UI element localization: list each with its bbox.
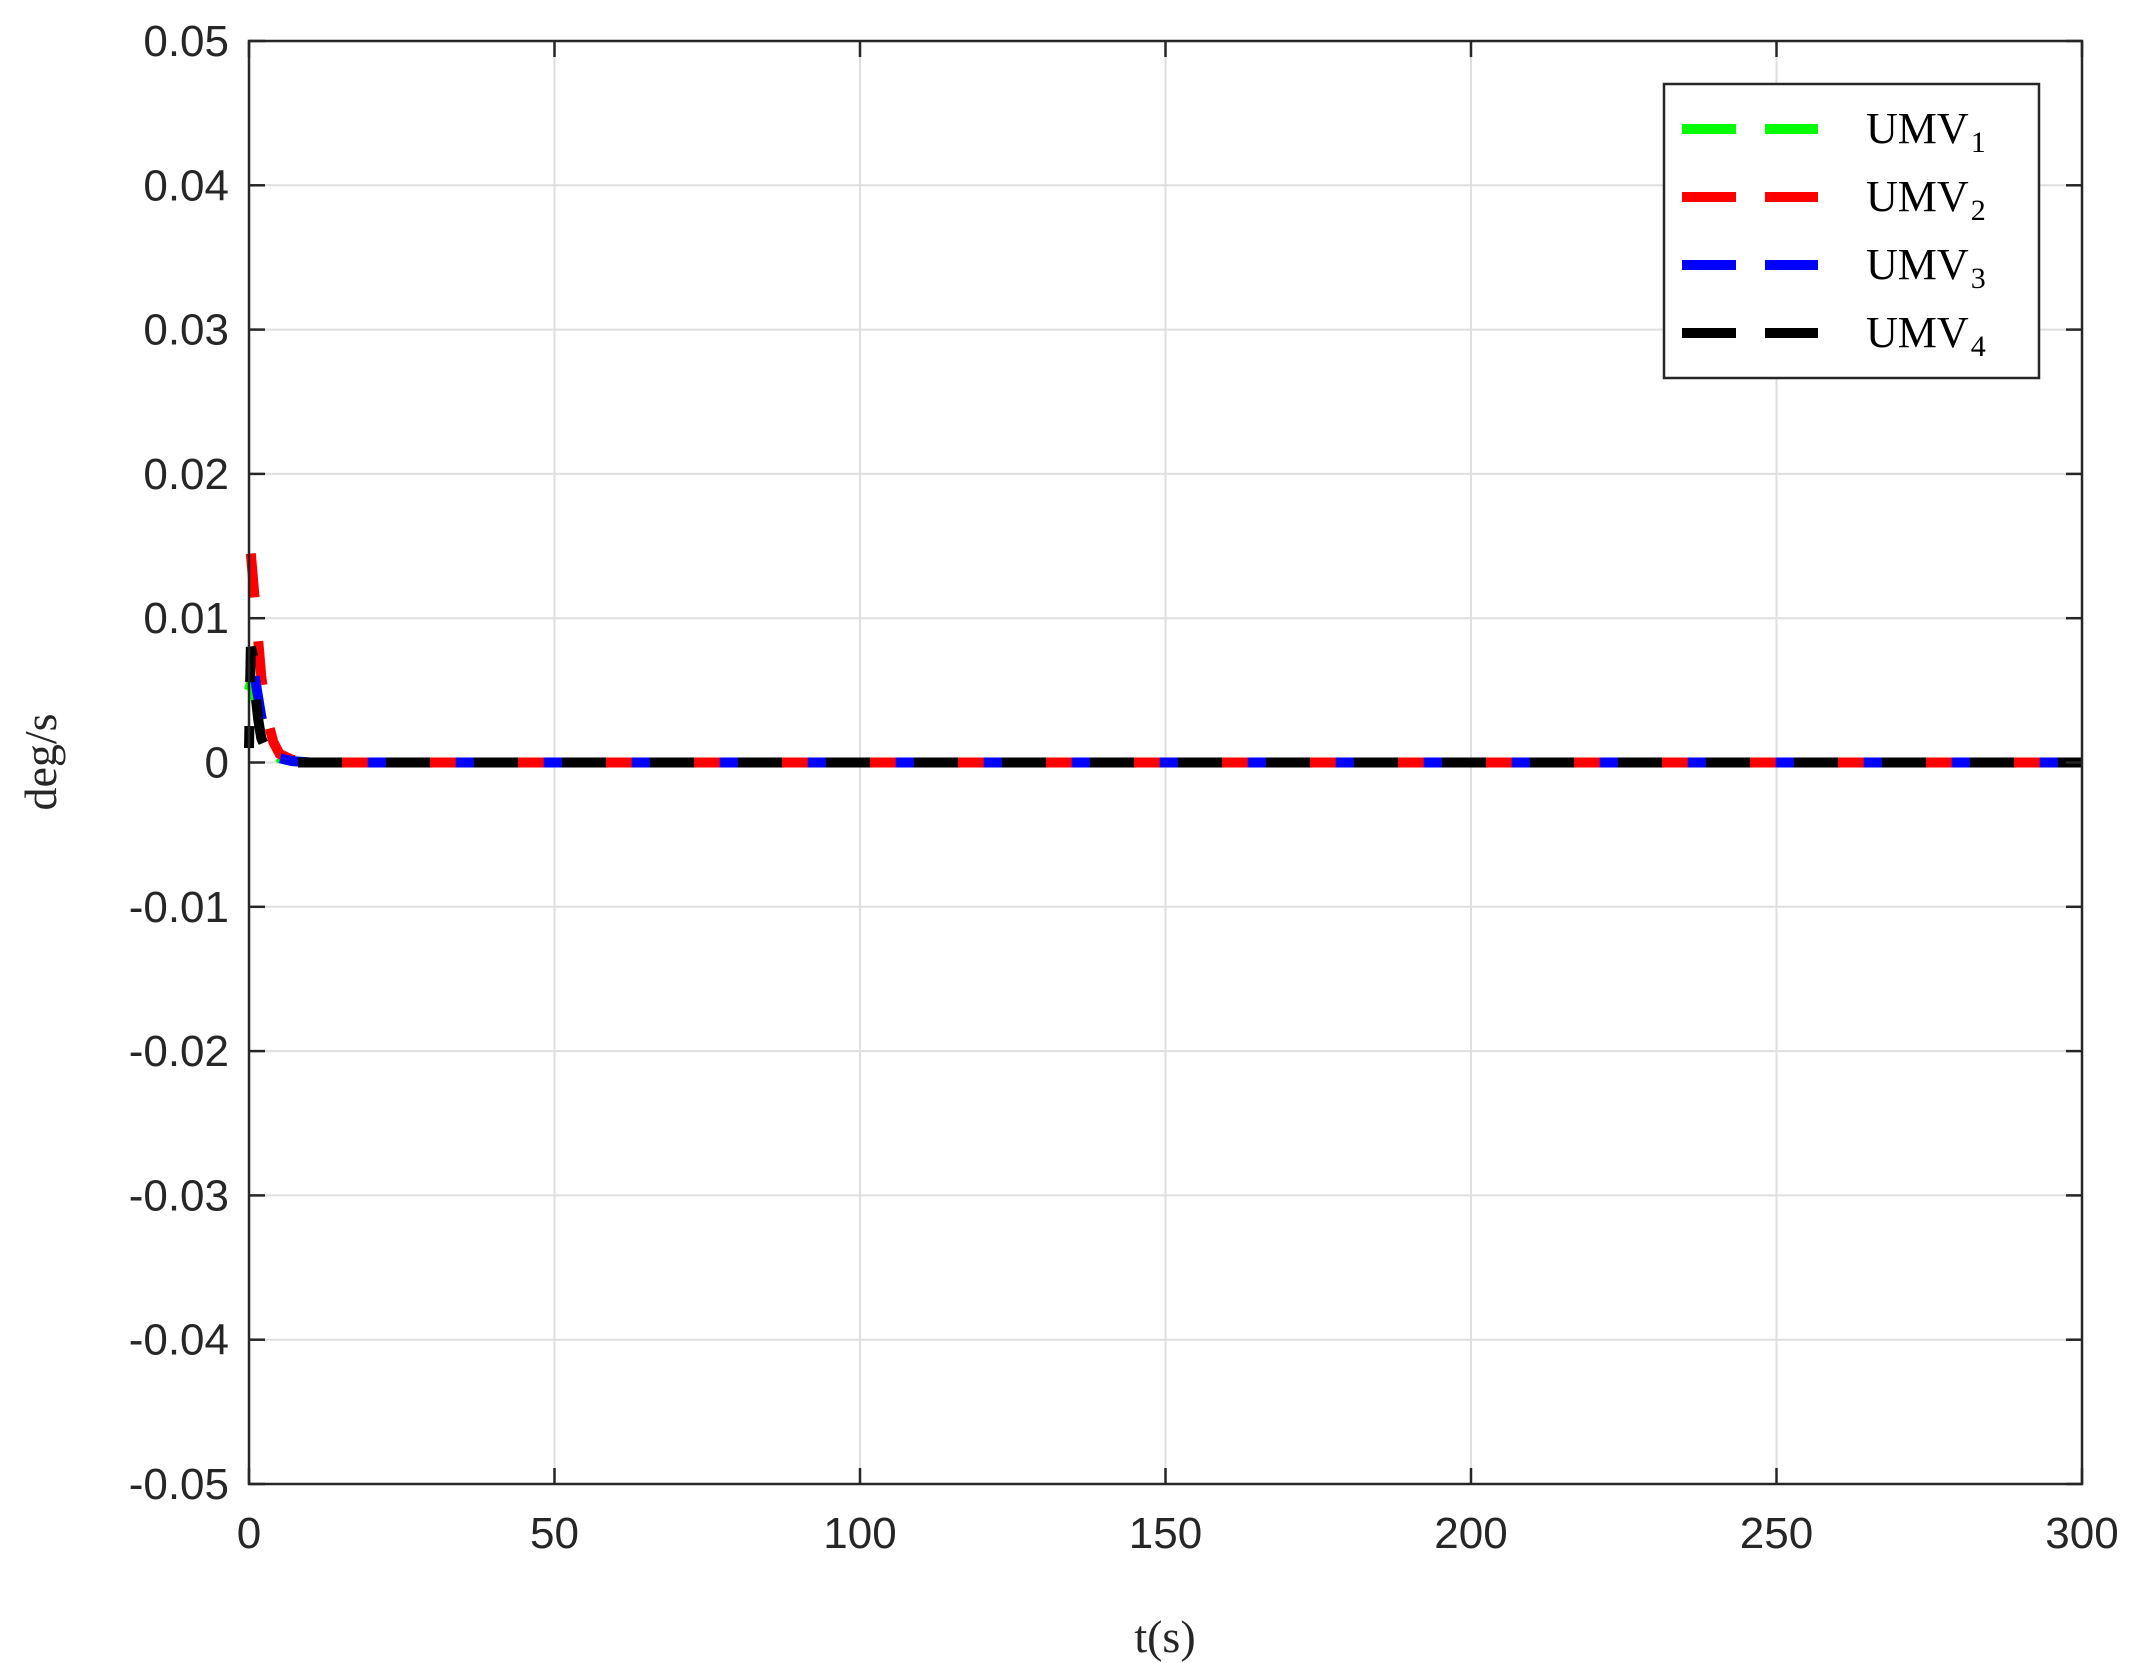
series-line-umv3 bbox=[244, 653, 2082, 768]
legend: UMV1 UMV2 UMV3 UMV4 bbox=[1662, 82, 2041, 380]
y-axis-label: deg/s bbox=[15, 713, 66, 810]
y-tick-labels: 0.05 0.04 0.03 0.02 0.01 0 -0.01 -0.02 -0.03 -0.0… bbox=[129, 17, 229, 1509]
ticks bbox=[247, 39, 2084, 1486]
y-tick-label: 0.05 bbox=[143, 17, 229, 66]
x-tick-label: 50 bbox=[530, 1509, 579, 1558]
legend-label-umv4: UMV4 bbox=[1866, 308, 1986, 363]
legend-entries: UMV1 UMV2 UMV3 UMV4 bbox=[1682, 104, 1986, 363]
y-tick-label: 0.04 bbox=[143, 161, 229, 210]
y-tick-label: -0.03 bbox=[129, 1171, 229, 1220]
legend-subscript: 4 bbox=[1971, 330, 1986, 363]
series-line-umv4 bbox=[244, 645, 2082, 768]
x-tick-label: 250 bbox=[1740, 1509, 1813, 1558]
legend-label-umv2: UMV2 bbox=[1866, 172, 1986, 227]
y-tick-label: -0.02 bbox=[129, 1027, 229, 1076]
x-tick-label: 150 bbox=[1129, 1509, 1202, 1558]
legend-label-umv3: UMV3 bbox=[1866, 240, 1986, 295]
series-lines bbox=[244, 552, 2082, 768]
y-tick-label: -0.04 bbox=[129, 1316, 229, 1365]
x-tick-label: 100 bbox=[823, 1509, 896, 1558]
legend-subscript: 2 bbox=[1971, 194, 1986, 227]
x-tick-label: 300 bbox=[2045, 1509, 2118, 1558]
y-tick-label: 0 bbox=[205, 739, 229, 788]
x-tick-labels: 0 50 100 150 200 250 300 bbox=[237, 1509, 2119, 1558]
legend-label-umv1: UMV1 bbox=[1866, 104, 1986, 159]
x-axis-label: t(s) bbox=[1134, 1611, 1195, 1662]
x-tick-label: 200 bbox=[1434, 1509, 1507, 1558]
y-tick-label: 0.02 bbox=[143, 450, 229, 499]
legend-subscript: 3 bbox=[1971, 262, 1986, 295]
y-tick-label: -0.01 bbox=[129, 883, 229, 932]
y-tick-label: 0.03 bbox=[143, 306, 229, 355]
legend-subscript: 1 bbox=[1971, 126, 1986, 159]
x-tick-label: 0 bbox=[237, 1509, 261, 1558]
y-tick-label: -0.05 bbox=[129, 1460, 229, 1509]
y-tick-label: 0.01 bbox=[143, 594, 229, 643]
